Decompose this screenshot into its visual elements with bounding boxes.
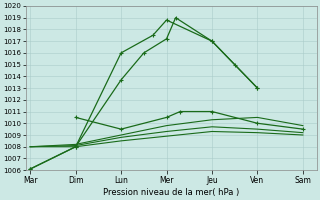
X-axis label: Pression niveau de la mer( hPa ): Pression niveau de la mer( hPa ) [103, 188, 239, 197]
